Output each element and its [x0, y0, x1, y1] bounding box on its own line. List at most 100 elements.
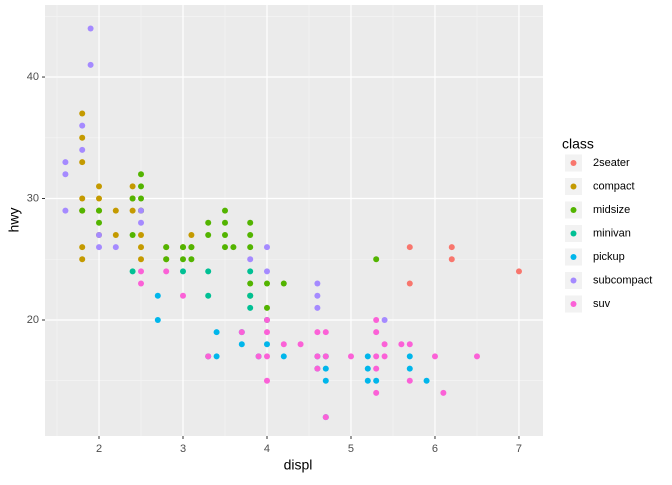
- point: [62, 207, 69, 214]
- point: [247, 304, 254, 311]
- legend-marker: [570, 207, 577, 213]
- point: [373, 353, 380, 360]
- point: [515, 268, 522, 275]
- point: [163, 244, 170, 251]
- point: [138, 207, 145, 214]
- legend-label: pickup: [593, 251, 625, 263]
- point: [406, 353, 413, 360]
- point: [247, 280, 254, 287]
- point: [96, 207, 103, 214]
- legend-marker: [570, 160, 577, 166]
- point: [314, 292, 321, 299]
- y-tick-label: 20: [27, 314, 39, 326]
- point: [79, 122, 86, 129]
- point: [205, 231, 212, 238]
- point: [373, 256, 380, 263]
- point: [138, 244, 145, 251]
- point: [163, 268, 170, 275]
- point: [406, 280, 413, 287]
- legend-marker: [570, 230, 577, 237]
- point: [180, 256, 187, 263]
- legend-marker: [570, 301, 577, 307]
- point: [221, 244, 228, 251]
- point: [297, 341, 304, 348]
- panel: [45, 5, 543, 436]
- point: [238, 329, 245, 336]
- x-tick-label: 4: [264, 443, 270, 455]
- point: [221, 219, 228, 226]
- point: [314, 365, 321, 372]
- point: [280, 341, 287, 348]
- point: [129, 183, 136, 190]
- point: [129, 231, 136, 238]
- point: [188, 244, 195, 251]
- point: [263, 341, 270, 348]
- point: [373, 377, 380, 384]
- point: [322, 414, 329, 421]
- point: [431, 353, 438, 360]
- point: [263, 377, 270, 384]
- legend-marker: [570, 254, 577, 260]
- legend-label: minivan: [593, 227, 631, 239]
- point: [247, 231, 254, 238]
- point: [205, 353, 212, 360]
- point: [87, 61, 94, 68]
- point: [96, 183, 103, 190]
- point: [314, 304, 321, 311]
- point: [79, 195, 86, 202]
- point: [188, 256, 195, 263]
- legend-label: suv: [593, 298, 611, 310]
- point: [247, 268, 254, 275]
- y-tick-label: 30: [27, 192, 39, 204]
- point: [322, 365, 329, 372]
- point: [188, 231, 195, 238]
- legend-label: 2seater: [593, 157, 630, 169]
- point: [347, 353, 354, 360]
- point: [138, 183, 145, 190]
- legend-label: midsize: [593, 204, 630, 216]
- point: [138, 268, 145, 275]
- point: [364, 377, 371, 384]
- point: [373, 329, 380, 336]
- point: [263, 280, 270, 287]
- point: [406, 377, 413, 384]
- point: [79, 207, 86, 214]
- point: [373, 365, 380, 372]
- point: [138, 171, 145, 178]
- legend-marker: [570, 183, 577, 190]
- point: [138, 280, 145, 287]
- point: [180, 244, 187, 251]
- point: [247, 256, 254, 263]
- point: [263, 316, 270, 323]
- point: [364, 353, 371, 360]
- point: [247, 292, 254, 299]
- point: [112, 207, 119, 214]
- x-tick-label: 3: [180, 443, 186, 455]
- point: [381, 353, 388, 360]
- point: [314, 329, 321, 336]
- point: [448, 256, 455, 263]
- legend-title: class: [562, 136, 594, 152]
- point: [96, 219, 103, 226]
- point: [138, 195, 145, 202]
- legend-label: subcompact: [593, 274, 652, 286]
- point: [381, 316, 388, 323]
- y-axis-title: hwy: [6, 208, 22, 233]
- point: [263, 353, 270, 360]
- point: [373, 316, 380, 323]
- point: [314, 280, 321, 287]
- point: [205, 268, 212, 275]
- point: [322, 329, 329, 336]
- x-tick-label: 2: [96, 443, 102, 455]
- point: [213, 329, 220, 336]
- x-tick-label: 5: [348, 443, 354, 455]
- point: [79, 146, 86, 153]
- point: [96, 244, 103, 251]
- point: [280, 353, 287, 360]
- point: [221, 207, 228, 214]
- point: [322, 377, 329, 384]
- point: [381, 341, 388, 348]
- point: [163, 256, 170, 263]
- point: [62, 159, 69, 166]
- point: [112, 231, 119, 238]
